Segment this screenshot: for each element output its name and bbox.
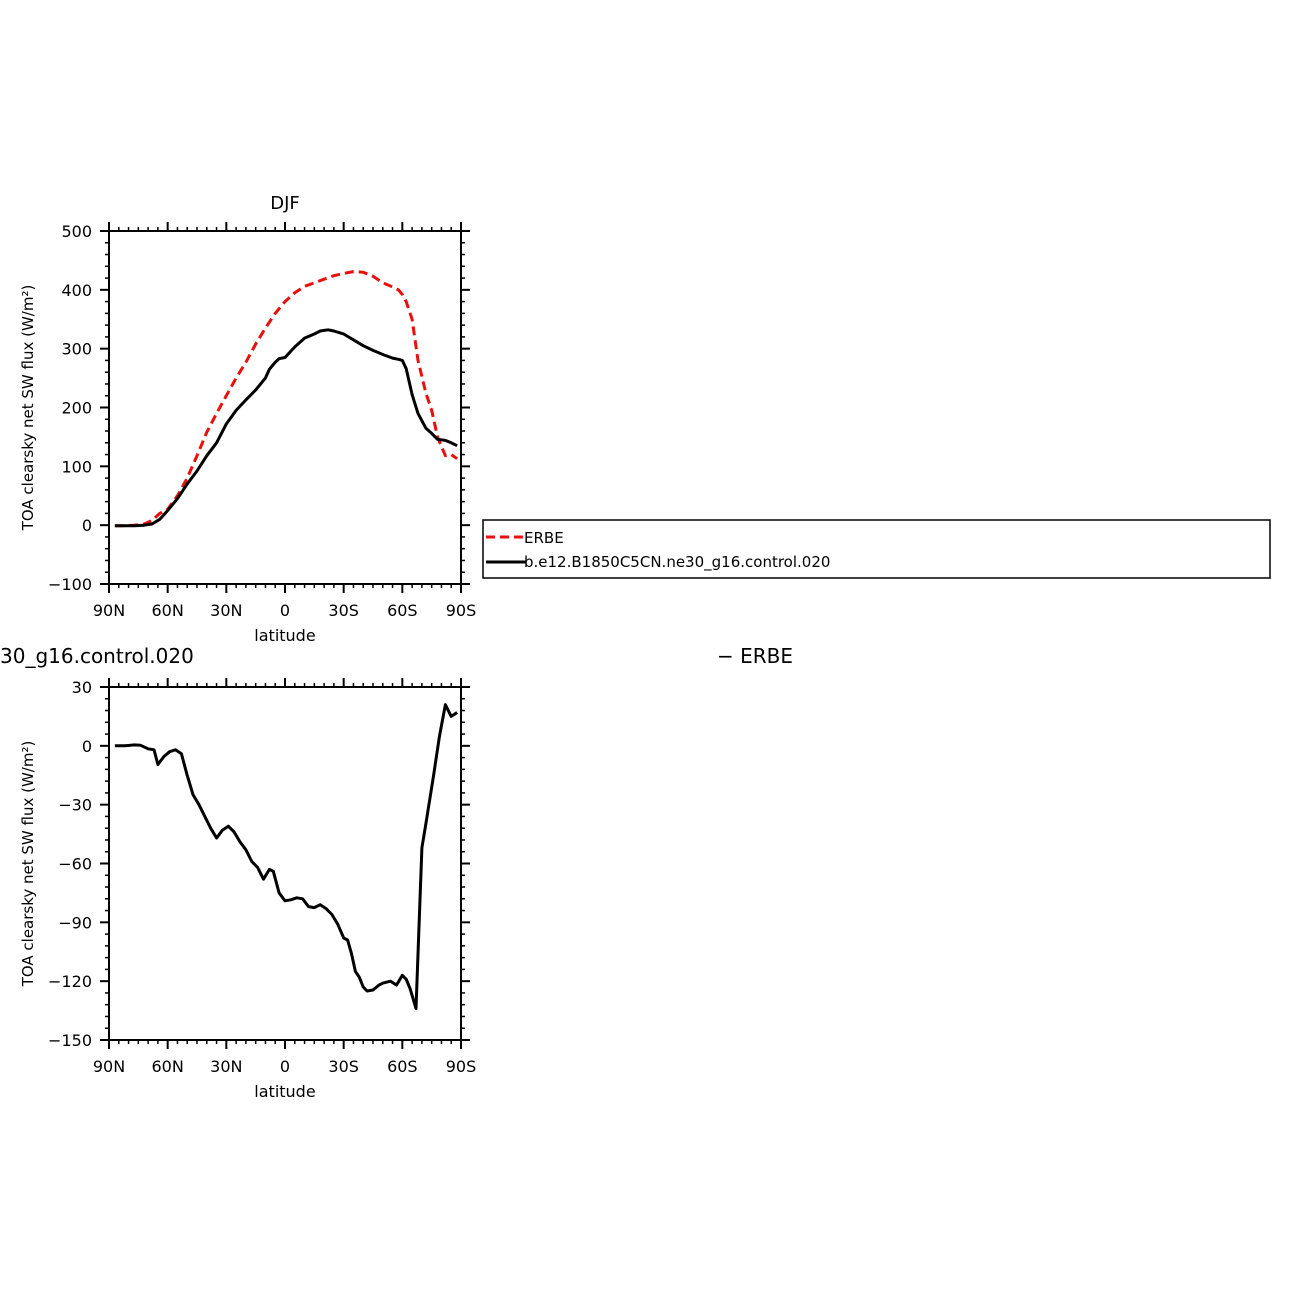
y-tick-label: 400 [61, 281, 92, 300]
series-layer [114, 703, 458, 1011]
panel-title: DJF [270, 193, 300, 214]
x-tick-label: 30S [328, 601, 359, 620]
y-tick-label: −150 [48, 1031, 92, 1050]
y-tick-labels: −150 −120 −90 −60 −30 0 30 [48, 678, 92, 1050]
y-tick-label: −100 [48, 575, 92, 594]
y-tick-labels: −100 0 100 200 300 400 500 [48, 222, 92, 594]
tick-marks [100, 222, 470, 593]
y-tick-label: 200 [61, 399, 92, 418]
x-tick-label: 90S [446, 601, 477, 620]
tick-marks [100, 678, 470, 1049]
y-axis-label: TOA clearsky net SW flux (W/m²) [19, 285, 37, 532]
x-tick-label: 90N [93, 1057, 125, 1076]
y-tick-label: 30 [72, 678, 92, 697]
y-tick-label: 500 [61, 222, 92, 241]
y-tick-label: 0 [82, 737, 92, 756]
x-tick-label: 30N [210, 1057, 242, 1076]
x-tick-label: 30S [328, 1057, 359, 1076]
x-tick-label: 60S [387, 601, 418, 620]
y-tick-label: 100 [61, 457, 92, 476]
legend: ERBE b.e12.B1850C5CN.ne30_g16.control.02… [482, 519, 1271, 579]
difference-panel: 30_g16.control.020 − ERBE 90N 60N 30N 0 30S 6… [0, 644, 793, 1101]
x-axis-label: latitude [254, 626, 315, 645]
djf-panel: DJF 90N 60N 30N 0 30S 60S 90S −100 0 100 200 300 40… [19, 193, 476, 645]
y-axis-label: TOA clearsky net SW flux (W/m²) [19, 741, 37, 988]
x-tick-label: 30N [210, 601, 242, 620]
y-tick-label: −30 [58, 796, 92, 815]
legend-box [482, 519, 1271, 579]
x-tick-label: 0 [280, 1057, 290, 1076]
x-tick-labels: 90N 60N 30N 0 30S 60S 90S [93, 1057, 476, 1076]
y-tick-label: −90 [58, 913, 92, 932]
x-tick-label: 90N [93, 601, 125, 620]
x-tick-label: 0 [280, 601, 290, 620]
series-line-erbe [114, 270, 458, 528]
series-line-b-e12-b1850c5cn-ne30-g16-control-020 [114, 328, 458, 528]
x-tick-label: 60N [152, 601, 184, 620]
panel-title-right: − ERBE [717, 644, 793, 668]
x-axis-label: latitude [254, 1082, 315, 1101]
x-tick-label: 60S [387, 1057, 418, 1076]
legend-label-erbe: ERBE [524, 529, 564, 547]
y-tick-label: −60 [58, 855, 92, 874]
series-layer [114, 270, 458, 528]
legend-label-model: b.e12.B1850C5CN.ne30_g16.control.020 [524, 553, 830, 572]
x-tick-label: 90S [446, 1057, 477, 1076]
y-tick-label: 300 [61, 340, 92, 359]
x-tick-labels: 90N 60N 30N 0 30S 60S 90S [93, 601, 476, 620]
y-tick-label: −120 [48, 972, 92, 991]
series-line-difference [114, 703, 458, 1011]
panel-title-left: 30_g16.control.020 [0, 644, 194, 668]
y-tick-label: 0 [82, 516, 92, 535]
x-tick-label: 60N [152, 1057, 184, 1076]
plot-frame [108, 230, 462, 585]
